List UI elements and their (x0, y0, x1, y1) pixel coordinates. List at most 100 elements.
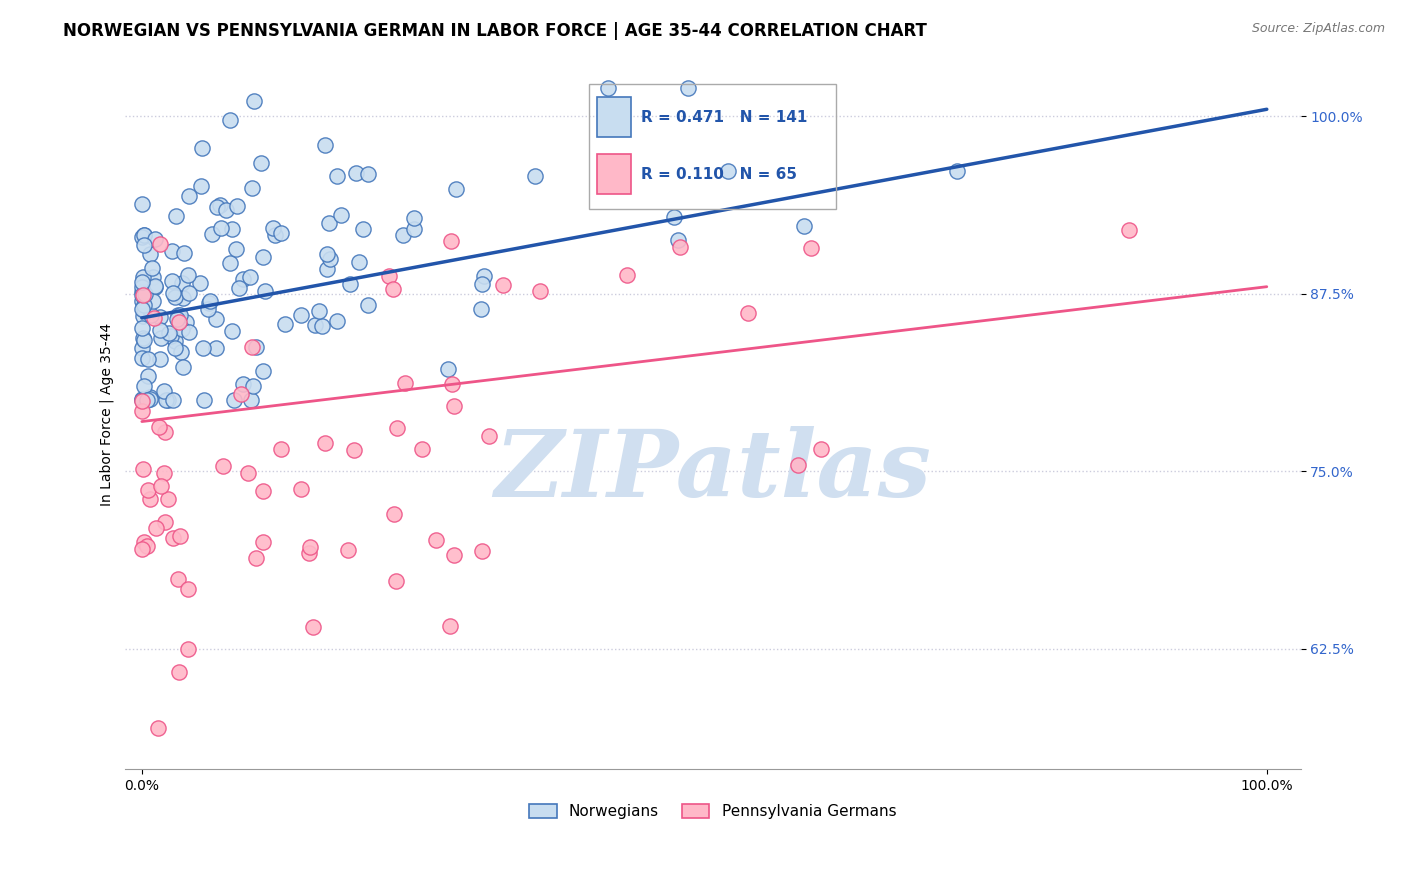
Point (132, 302, 155, 317)
Point (148, 419, 170, 434)
Point (143, 279, 166, 293)
Point (179, 188, 201, 202)
Point (471, 277, 494, 291)
Point (669, 239, 692, 253)
Point (314, 436, 336, 450)
Point (242, 379, 264, 393)
Point (214, 202, 236, 217)
Point (172, 291, 194, 305)
Point (311, 319, 333, 334)
Point (165, 209, 187, 223)
Point (470, 301, 492, 316)
Point (197, 301, 219, 316)
Point (290, 482, 312, 496)
Point (270, 226, 292, 240)
Point (160, 244, 183, 259)
Point (167, 572, 190, 586)
Point (662, 210, 685, 224)
Point (131, 302, 153, 317)
Point (132, 333, 155, 347)
Point (132, 270, 155, 285)
Point (169, 345, 191, 359)
Point (717, 164, 740, 178)
Point (193, 393, 215, 408)
Point (131, 197, 153, 211)
Point (252, 483, 274, 498)
Point (385, 421, 408, 435)
Point (174, 316, 197, 330)
Point (170, 322, 193, 336)
Point (131, 310, 153, 324)
Point (596, 81, 619, 95)
Point (378, 268, 401, 283)
Point (132, 237, 155, 252)
Point (343, 442, 366, 457)
Point (232, 376, 254, 391)
Point (143, 279, 166, 293)
Point (131, 293, 153, 308)
Point (330, 208, 353, 222)
Point (240, 339, 263, 353)
Legend: Norwegians, Pennsylvania Germans: Norwegians, Pennsylvania Germans (523, 798, 903, 825)
Point (676, 81, 699, 95)
Point (250, 156, 273, 170)
Point (177, 286, 200, 301)
Point (385, 574, 408, 588)
Point (326, 169, 349, 184)
Point (225, 243, 247, 257)
Point (425, 533, 447, 547)
Point (231, 387, 253, 401)
Point (302, 620, 325, 634)
Point (157, 491, 180, 506)
Point (162, 531, 184, 545)
Point (308, 303, 330, 318)
Point (946, 163, 969, 178)
Point (131, 404, 153, 418)
Point (167, 665, 190, 679)
Text: Source: ZipAtlas.com: Source: ZipAtlas.com (1251, 22, 1385, 36)
Point (382, 507, 405, 521)
Point (162, 393, 184, 408)
Point (198, 294, 221, 309)
Point (131, 542, 153, 557)
Point (404, 222, 426, 236)
Point (132, 228, 155, 243)
Point (167, 314, 190, 328)
Point (198, 296, 221, 310)
Point (153, 466, 176, 480)
Point (529, 284, 551, 298)
Point (298, 540, 321, 554)
Point (318, 216, 340, 230)
Point (177, 268, 200, 282)
Point (245, 551, 267, 566)
Point (240, 180, 263, 194)
Point (134, 287, 156, 301)
Point (205, 312, 228, 326)
Point (316, 247, 339, 261)
Point (1118, 223, 1140, 237)
Point (239, 393, 262, 408)
Point (290, 308, 312, 322)
Point (264, 228, 287, 243)
Point (145, 521, 167, 535)
Point (236, 466, 259, 480)
Point (274, 317, 297, 331)
Point (132, 331, 155, 345)
Point (221, 222, 243, 236)
Point (190, 179, 212, 194)
Point (243, 94, 266, 108)
Point (141, 308, 163, 322)
Point (219, 112, 242, 127)
Point (138, 483, 160, 497)
Point (162, 285, 184, 300)
Point (131, 230, 153, 244)
Point (132, 288, 155, 302)
Point (176, 641, 198, 656)
Point (810, 442, 832, 456)
Point (172, 360, 194, 375)
Point (616, 268, 638, 282)
Point (155, 393, 177, 408)
Point (142, 294, 165, 309)
Point (177, 326, 200, 340)
Point (163, 341, 186, 355)
